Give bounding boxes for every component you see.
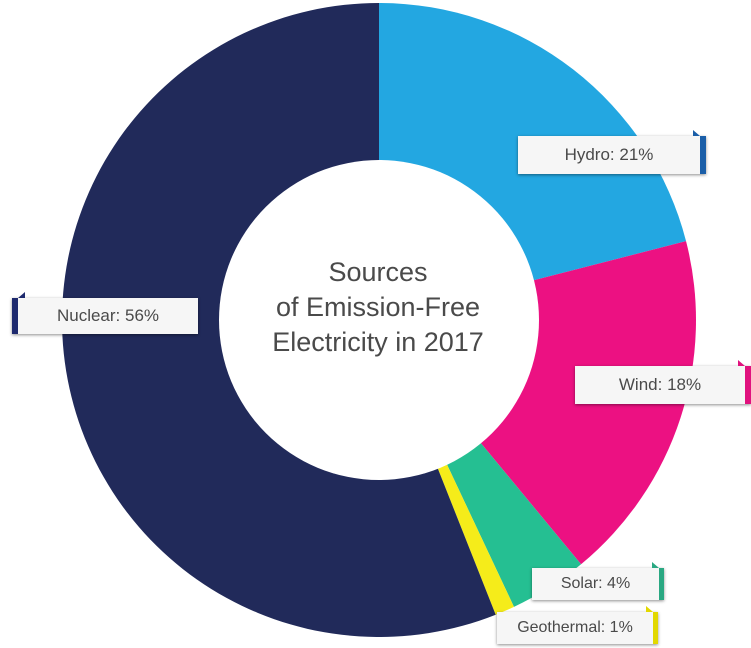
chart-title-line-3: Electricity in 2017 [272, 327, 484, 357]
label-solar: Solar: 4% [532, 562, 664, 600]
donut-hole [219, 160, 539, 480]
label-hydro: Hydro: 21% [518, 130, 706, 174]
chart-title: Sources of Emission-Free Electricity in … [213, 255, 543, 360]
label-nuclear: Nuclear: 56% [12, 292, 198, 334]
label-geothermal: Geothermal: 1% [497, 606, 658, 644]
label-wind: Wind: 18% [575, 360, 751, 404]
chart-title-line-2: of Emission-Free [275, 292, 481, 322]
chart-title-line-1: Sources [328, 257, 428, 287]
